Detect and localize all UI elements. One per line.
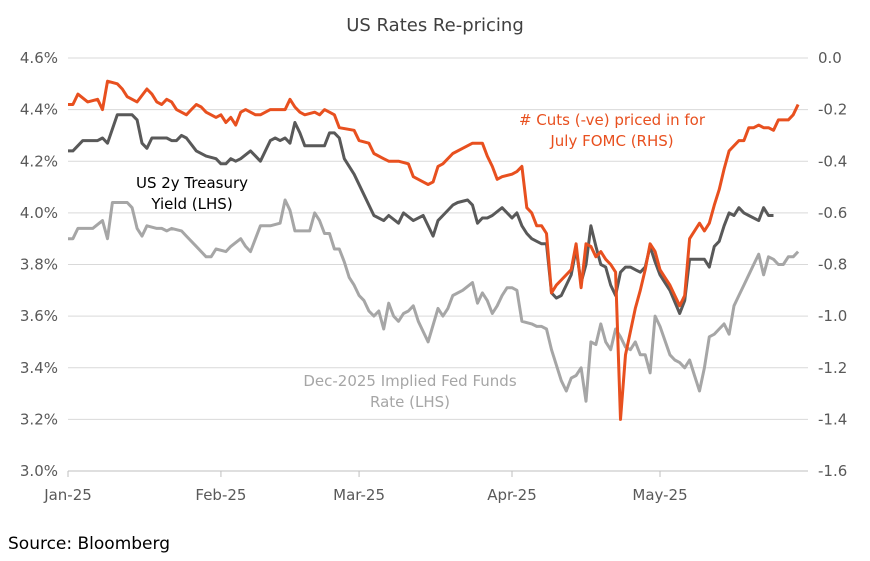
series-label-1: Dec-2025 Implied Fed Funds bbox=[303, 372, 516, 390]
right-tick-label: -1.4 bbox=[818, 410, 847, 428]
left-axis-ticks: 3.0% 3.2% 3.4% 3.6% 3.8% 4.0% 4.2% 4.4% 4.6% bbox=[20, 49, 58, 480]
series-line-0 bbox=[68, 113, 774, 315]
left-tick-label: 4.4% bbox=[20, 101, 58, 119]
x-tick-label: Jan-25 bbox=[43, 486, 92, 504]
right-tick-label: -0.8 bbox=[818, 256, 847, 274]
right-axis-ticks: -1.6 -1.4 -1.2 -1.0 -0.8 -0.6 -0.4 -0.2 0.0 bbox=[818, 49, 847, 480]
x-tick-label: Apr-25 bbox=[487, 486, 537, 504]
left-tick-label: 4.6% bbox=[20, 49, 58, 67]
right-tick-label: -0.6 bbox=[818, 204, 847, 222]
gridlines bbox=[68, 57, 808, 472]
left-tick-label: 4.2% bbox=[20, 152, 58, 170]
series-label-1: Rate (LHS) bbox=[370, 393, 450, 411]
right-tick-label: -1.6 bbox=[818, 462, 847, 480]
x-tick-label: May-25 bbox=[632, 486, 687, 504]
left-tick-label: 4.0% bbox=[20, 204, 58, 222]
series-label-0: Yield (LHS) bbox=[150, 195, 232, 213]
series-line-1 bbox=[68, 198, 800, 403]
right-tick-label: -1.0 bbox=[818, 307, 847, 325]
line-chart: US Rates Re-pricing 3.0% 3.2% 3.4% 3.6% 3.8%… bbox=[20, 15, 847, 504]
left-tick-label: 3.4% bbox=[20, 359, 58, 377]
series-line-2 bbox=[68, 79, 800, 421]
right-tick-label: 0.0 bbox=[818, 49, 842, 67]
left-tick-label: 3.0% bbox=[20, 462, 58, 480]
right-tick-label: -1.2 bbox=[818, 359, 847, 377]
x-tick-label: Mar-25 bbox=[333, 486, 385, 504]
left-tick-label: 3.2% bbox=[20, 410, 58, 428]
series-lines bbox=[68, 79, 800, 421]
x-tick-label: Feb-25 bbox=[195, 486, 246, 504]
series-label-2: July FOMC (RHS) bbox=[549, 132, 673, 150]
right-tick-label: -0.2 bbox=[818, 101, 847, 119]
x-axis-ticks: Jan-25 Feb-25 Mar-25 Apr-25 May-25 bbox=[43, 471, 688, 504]
source-note: Source: Bloomberg bbox=[8, 534, 170, 554]
right-tick-label: -0.4 bbox=[818, 152, 847, 170]
left-tick-label: 3.8% bbox=[20, 256, 58, 274]
series-label-2: # Cuts (-ve) priced in for bbox=[519, 111, 706, 129]
left-tick-label: 3.6% bbox=[20, 307, 58, 325]
series-labels: US 2y Treasury Yield (LHS) Dec-2025 Implie… bbox=[136, 111, 706, 411]
series-label-0: US 2y Treasury bbox=[136, 174, 248, 192]
chart-title: US Rates Re-pricing bbox=[346, 15, 524, 36]
